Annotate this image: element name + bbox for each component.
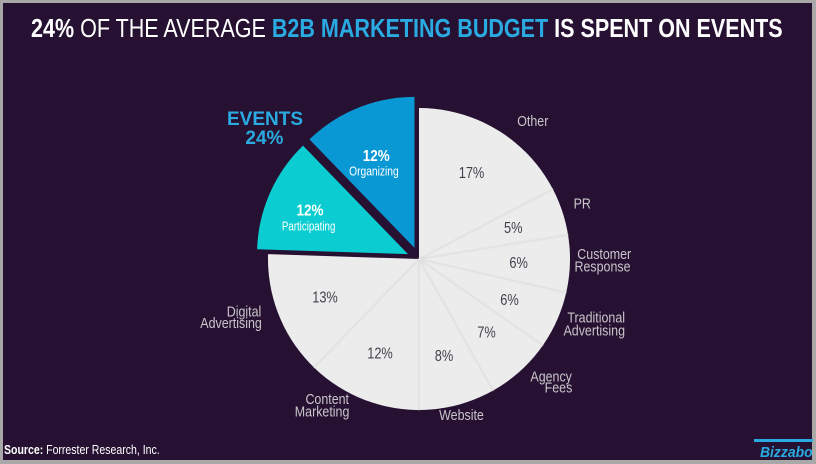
svg-text:Organizing: Organizing [349,165,399,179]
svg-text:EVENTS: EVENTS [227,109,303,130]
svg-text:Participating: Participating [282,220,336,233]
svg-text:6%: 6% [509,255,528,273]
svg-text:Advertising: Advertising [200,315,262,331]
svg-text:Website: Website [439,407,484,423]
svg-text:Customer: Customer [577,246,631,262]
svg-text:Response: Response [575,258,631,274]
svg-text:Fees: Fees [545,380,573,396]
svg-text:Digital: Digital [227,303,262,319]
svg-text:Content: Content [305,391,349,407]
svg-text:13%: 13% [312,289,338,307]
svg-text:PR: PR [574,195,591,211]
svg-text:12%: 12% [363,148,390,165]
svg-text:Advertising: Advertising [563,322,625,338]
svg-text:24%: 24% [245,128,283,149]
svg-text:Traditional: Traditional [567,309,625,325]
svg-text:12%: 12% [367,345,393,363]
svg-text:5%: 5% [504,220,523,238]
svg-text:Agency: Agency [530,368,572,384]
svg-text:6%: 6% [500,292,519,310]
svg-text:7%: 7% [477,324,496,342]
svg-text:Other: Other [517,113,548,129]
svg-text:17%: 17% [459,165,485,183]
svg-text:12%: 12% [297,203,324,220]
svg-text:Marketing: Marketing [295,403,350,419]
svg-text:8%: 8% [435,348,454,366]
